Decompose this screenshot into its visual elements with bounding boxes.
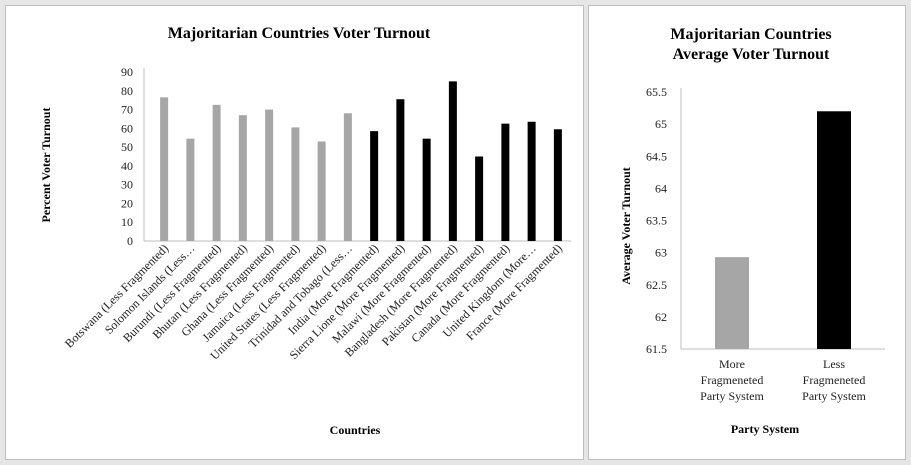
chart-title-line-1: Majoritarian Countries	[670, 26, 831, 43]
y-tick-label: 63	[655, 246, 667, 260]
y-tick-label: 20	[121, 196, 133, 210]
bar-less-fragmented	[317, 141, 326, 241]
bar-more-fragmented	[817, 111, 851, 350]
bar-less-fragmented	[160, 97, 169, 241]
y-tick-label: 62	[655, 310, 667, 324]
average-turnout-chart: Majoritarian Countries Average Voter Tur…	[619, 26, 885, 436]
x-tick-label-line: Party System	[700, 389, 764, 403]
chart-title-line-2: Average Voter Turnout	[673, 46, 830, 63]
bar-more-fragmented	[501, 123, 510, 241]
x-tick-label-line: Less	[823, 357, 845, 371]
x-tick-label-line: Fragmeneted	[803, 373, 866, 387]
bar-more-fragmented	[370, 131, 379, 241]
bar-more-fragmented	[448, 81, 457, 241]
bar-less-fragmented	[186, 138, 195, 241]
y-tick-label: 64	[655, 181, 667, 195]
y-tick-label: 40	[121, 159, 133, 173]
bar-less-fragmented	[265, 109, 274, 241]
x-tick-label-line: Party System	[802, 389, 866, 403]
voter-turnout-chart-panel: Majoritarian Countries Voter Turnout Per…	[5, 5, 584, 460]
y-tick-label: 62.5	[646, 278, 667, 292]
bar-more-fragmented	[422, 138, 431, 241]
x-axis-label: Countries	[330, 423, 381, 437]
bar-more-fragmented	[553, 129, 562, 241]
bar-less-fragmented	[238, 115, 247, 241]
y-tick-label: 90	[121, 65, 133, 79]
x-tick-label-line: Fragmeneted	[701, 373, 764, 387]
y-tick-label: 70	[121, 103, 133, 117]
bar-less-fragmented	[291, 127, 300, 241]
y-tick-label: 61.5	[646, 342, 667, 356]
y-tick-label: 50	[121, 140, 133, 154]
x-axis-label: Party System	[731, 422, 799, 436]
y-tick-label: 60	[121, 121, 133, 135]
average-turnout-chart-panel: Majoritarian Countries Average Voter Tur…	[588, 5, 906, 460]
y-axis-label: Average Voter Turnout	[619, 167, 633, 285]
y-tick-label: 63.5	[646, 214, 667, 228]
bar-more-fragmented	[475, 156, 484, 241]
y-tick-label: 30	[121, 178, 133, 192]
y-tick-label: 65	[655, 117, 667, 131]
bar-less-fragmented	[343, 113, 352, 241]
bar-less-fragmented	[715, 257, 749, 349]
x-tick-label-line: More	[719, 357, 745, 371]
voter-turnout-chart: Majoritarian Countries Voter Turnout Per…	[39, 25, 571, 437]
y-axis-label: Percent Voter Turnout	[39, 108, 53, 223]
y-tick-label: 65.5	[646, 85, 667, 99]
bar-more-fragmented	[527, 121, 536, 241]
bar-less-fragmented	[212, 104, 221, 241]
bar-more-fragmented	[396, 99, 405, 241]
y-tick-label: 10	[121, 215, 133, 229]
y-tick-label: 0	[127, 234, 133, 248]
y-tick-label: 80	[121, 84, 133, 98]
y-tick-label: 64.5	[646, 149, 667, 163]
chart-title: Majoritarian Countries Voter Turnout	[168, 25, 431, 42]
